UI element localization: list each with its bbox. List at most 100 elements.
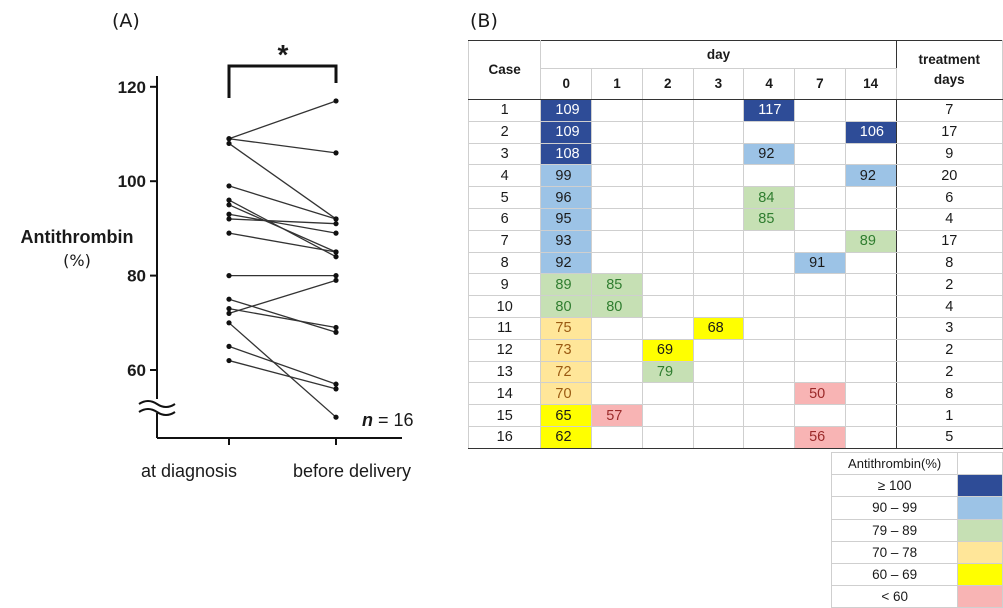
- value-cell-day-0: 93: [540, 229, 593, 253]
- data-point-3-at-diagnosis: [226, 140, 232, 147]
- treatment-days-cell: 8: [895, 251, 1003, 275]
- value-cell-day-7: 56: [794, 425, 846, 449]
- day-header-3: 3: [692, 68, 745, 100]
- value-cell-day-1: [591, 316, 643, 340]
- value-cell-day-3: [692, 142, 745, 166]
- value-cell-day-7: [794, 142, 846, 166]
- x-tick-label-0: at diagnosis: [141, 461, 237, 481]
- treatment-days-cell: 4: [895, 207, 1003, 231]
- series-line-9: [228, 232, 337, 253]
- value-cell-day-3: [692, 207, 745, 231]
- treatment-days-cell: 20: [895, 164, 1003, 188]
- y-tick-label-60: 60: [127, 361, 146, 380]
- value-cell-day-3: [692, 338, 745, 362]
- table-row: 13 72 79 2: [467, 360, 1003, 384]
- value-cell-day-14: 89: [844, 229, 897, 253]
- value-cell-day-2: [641, 382, 694, 406]
- value-cell-day-4: 92: [743, 142, 796, 166]
- data-point-9-before-delivery: [333, 249, 339, 255]
- legend-swatch: [957, 518, 1003, 542]
- value-cell-day-3: [692, 273, 745, 297]
- data-point-11-before-delivery: [333, 329, 339, 335]
- value-cell-day-14: 106: [844, 120, 897, 144]
- value-cell-day-3: [692, 404, 745, 427]
- case-number: 14: [467, 382, 542, 406]
- sample-size-annotation: n = 16: [362, 410, 414, 430]
- treatment-days-cell: 3: [895, 316, 1003, 340]
- value-cell-day-14: [844, 338, 897, 362]
- value-cell-day-0: 96: [540, 186, 593, 209]
- value-cell-day-7: [794, 120, 846, 144]
- value-cell-day-0: 62: [540, 425, 593, 449]
- legend-item: ≥ 100: [830, 474, 1003, 498]
- value-cell-day-4: [743, 382, 796, 406]
- table-row: 7 93 89 17: [467, 229, 1003, 253]
- value-cell-day-2: 79: [641, 360, 694, 384]
- legend-title: Antithrombin(%): [830, 451, 959, 476]
- legend-swatch: [957, 585, 1003, 608]
- value-cell-day-0: 108: [540, 142, 593, 166]
- value-cell-day-3: [692, 164, 745, 188]
- value-cell-day-14: 92: [844, 164, 897, 188]
- panel-b-label: (B): [470, 10, 498, 32]
- value-cell-day-7: [794, 295, 846, 318]
- table-row: 10 80 80 4: [467, 295, 1003, 318]
- value-cell-day-3: [692, 229, 745, 253]
- panel-a: (A) 60 80 100 120 at diagnosis before deliver…: [0, 0, 460, 603]
- table-row: 6 95 85 4: [467, 207, 1003, 231]
- value-cell-day-1: 80: [591, 295, 643, 318]
- table-row: 3 108 92 9: [467, 142, 1003, 166]
- treatment-days-cell: 2: [895, 338, 1003, 362]
- panel-b: (B) Case day treatment days 0 1 2 3 4 7 14 1 10…: [466, 0, 1003, 608]
- table-row: 9 89 85 2: [467, 273, 1003, 297]
- value-cell-day-1: [591, 120, 643, 144]
- value-cell-day-1: [591, 186, 643, 209]
- value-cell-day-7: [794, 360, 846, 384]
- significance-bracket: [227, 64, 338, 98]
- value-cell-day-2: [641, 164, 694, 188]
- value-cell-day-14: [844, 425, 897, 449]
- treatment-days-cell: 5: [895, 425, 1003, 449]
- value-cell-day-3: [692, 295, 745, 318]
- legend-swatch: [957, 562, 1003, 587]
- series-line-11: [228, 298, 337, 333]
- value-cell-day-2: [641, 142, 694, 166]
- treatment-days-cell: 1: [895, 404, 1003, 427]
- value-cell-day-4: [743, 360, 796, 384]
- value-cell-day-4: [743, 316, 796, 340]
- value-cell-day-7: 50: [794, 382, 846, 406]
- value-cell-day-14: [844, 207, 897, 231]
- case-number: 1: [467, 99, 542, 122]
- day-header-row: 0 1 2 3 4 7 14: [469, 68, 1003, 100]
- data-point-15-at-diagnosis: [226, 343, 232, 349]
- legend-swatch: [957, 474, 1003, 498]
- data-point-2-before-delivery: [333, 150, 339, 156]
- value-cell-day-1: 57: [591, 404, 643, 427]
- case-table: Case day treatment days 0 1 2 3 4 7 14 1 109 117…: [467, 40, 1003, 449]
- legend-item: < 60: [830, 585, 1003, 608]
- data-point-5-at-diagnosis: [226, 197, 232, 203]
- value-cell-day-3: [692, 425, 745, 449]
- value-cell-day-0: 73: [540, 338, 593, 362]
- value-cell-day-2: [641, 404, 694, 427]
- value-cell-day-4: [743, 164, 796, 188]
- data-point-14-before-delivery: [333, 414, 339, 420]
- value-cell-day-4: [743, 295, 796, 318]
- data-point-13-at-diagnosis: [226, 310, 232, 316]
- treatment-days-cell: 17: [895, 120, 1003, 144]
- legend-item: 60 – 69: [830, 562, 1003, 587]
- series-line-7: [228, 213, 337, 234]
- data-point-10-before-delivery: [333, 273, 339, 279]
- data-point-12-at-diagnosis: [226, 306, 232, 312]
- legend-label: 70 – 78: [830, 540, 959, 564]
- value-cell-day-7: 91: [794, 251, 846, 275]
- data-point-14-at-diagnosis: [226, 320, 232, 326]
- series-line-13: [228, 279, 337, 314]
- value-cell-day-1: [591, 338, 643, 362]
- day-header-7: 7: [794, 68, 846, 100]
- legend-item: 70 – 78: [830, 540, 1003, 564]
- case-number: 16: [467, 425, 542, 449]
- treatment-days-cell: 7: [895, 99, 1003, 122]
- value-cell-day-2: [641, 273, 694, 297]
- y-tick-label-80: 80: [127, 267, 146, 286]
